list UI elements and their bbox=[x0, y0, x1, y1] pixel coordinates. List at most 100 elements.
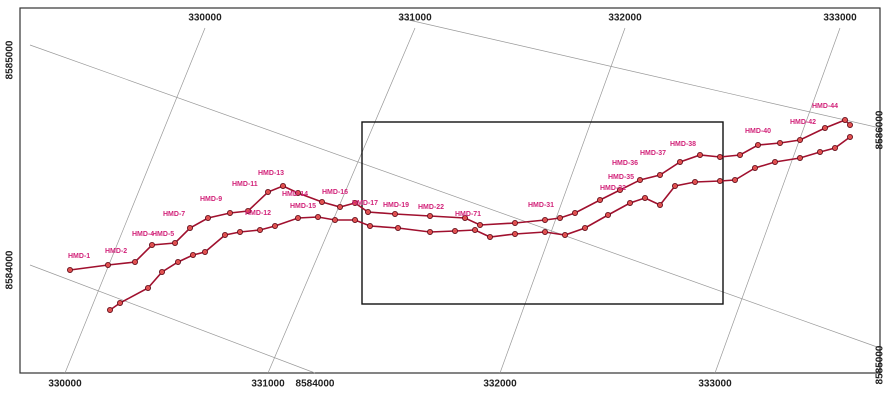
station-point bbox=[512, 230, 519, 237]
station-point bbox=[426, 228, 433, 235]
station-label: HMD-38 bbox=[670, 141, 696, 148]
station-point bbox=[391, 210, 398, 217]
coordinate-label: 332000 bbox=[483, 379, 517, 390]
station-point bbox=[582, 224, 589, 231]
station-point bbox=[221, 231, 228, 238]
station-point bbox=[318, 198, 325, 205]
station-point bbox=[797, 136, 804, 143]
station-point bbox=[476, 221, 483, 228]
station-point bbox=[186, 224, 193, 231]
station-point bbox=[201, 248, 208, 255]
station-point bbox=[144, 284, 151, 291]
station-point bbox=[105, 261, 112, 268]
station-label: HMD-12 bbox=[245, 210, 271, 217]
station-label: HMD-1 bbox=[68, 253, 90, 260]
station-point bbox=[236, 228, 243, 235]
station-label: HMD-19 bbox=[383, 202, 409, 209]
station-point bbox=[562, 231, 569, 238]
station-point bbox=[67, 266, 74, 273]
grid bbox=[29, 17, 881, 374]
station-point bbox=[617, 186, 624, 193]
station-point bbox=[717, 177, 724, 184]
station-label: HMD-17 bbox=[352, 200, 378, 207]
grid-line bbox=[64, 27, 206, 374]
station-point bbox=[486, 233, 493, 240]
station-label: HMD-2 bbox=[105, 248, 127, 255]
station-point bbox=[244, 207, 251, 214]
station-point bbox=[366, 222, 373, 229]
station-point bbox=[226, 209, 233, 216]
station-label: HMD-9 bbox=[200, 196, 222, 203]
station-point bbox=[627, 199, 634, 206]
station-label: HMD-7 bbox=[163, 211, 185, 218]
station-point bbox=[204, 214, 211, 221]
station-point bbox=[832, 144, 839, 151]
station-point bbox=[426, 212, 433, 219]
station-point bbox=[294, 214, 301, 221]
grid-line bbox=[267, 27, 416, 374]
station-point bbox=[314, 213, 321, 220]
station-label: HMD-15 bbox=[290, 203, 316, 210]
coordinate-label: 8585000 bbox=[5, 40, 16, 79]
station-point bbox=[717, 153, 724, 160]
station-point bbox=[542, 216, 549, 223]
station-point bbox=[351, 199, 358, 206]
station-label: HMD-4 bbox=[132, 231, 154, 238]
station-point bbox=[772, 158, 779, 165]
station-label: HMD-22 bbox=[418, 204, 444, 211]
station-point bbox=[752, 164, 759, 171]
station-point bbox=[697, 151, 704, 158]
coordinate-label: 333000 bbox=[823, 13, 857, 24]
coordinate-label: 8585000 bbox=[875, 345, 886, 384]
grid-line bbox=[29, 44, 881, 349]
station-point bbox=[842, 117, 849, 124]
grid-line bbox=[499, 27, 626, 374]
station-point bbox=[158, 268, 165, 275]
station-point bbox=[189, 251, 196, 258]
station-point bbox=[605, 211, 612, 218]
station-label: HMD-35 bbox=[608, 174, 634, 181]
station-label: HMD-13 bbox=[258, 170, 284, 177]
station-label: HMD-44 bbox=[812, 103, 838, 110]
station-label: HMD-16 bbox=[322, 189, 348, 196]
station-point bbox=[461, 214, 468, 221]
station-point bbox=[364, 208, 371, 215]
station-point bbox=[677, 158, 684, 165]
station-point bbox=[847, 133, 854, 140]
study-area bbox=[361, 121, 724, 305]
station-point bbox=[351, 216, 358, 223]
coordinate-label: 8584000 bbox=[5, 250, 16, 289]
station-label: HMD-32 bbox=[600, 185, 626, 192]
coordinate-label: 333000 bbox=[698, 379, 732, 390]
station-point bbox=[264, 188, 271, 195]
station-point bbox=[817, 148, 824, 155]
station-point bbox=[847, 122, 854, 129]
coordinate-label: 331000 bbox=[398, 13, 432, 24]
station-label: HMD-31 bbox=[528, 202, 554, 209]
station-point bbox=[451, 227, 458, 234]
coordinate-label: 331000 bbox=[251, 379, 285, 390]
station-point bbox=[331, 216, 338, 223]
station-point bbox=[174, 258, 181, 265]
station-point bbox=[822, 125, 829, 132]
station-label: HMD-36 bbox=[612, 160, 638, 167]
station-label: HMD-14 bbox=[282, 191, 308, 198]
station-point bbox=[737, 151, 744, 158]
station-point bbox=[637, 176, 644, 183]
coordinate-label: 332000 bbox=[608, 13, 642, 24]
station-point bbox=[672, 182, 679, 189]
coordinate-label: 330000 bbox=[188, 13, 222, 24]
station-point bbox=[797, 154, 804, 161]
station-point bbox=[131, 258, 138, 265]
station-point bbox=[512, 219, 519, 226]
station-label: HMD-11 bbox=[232, 181, 258, 188]
station-point bbox=[542, 228, 549, 235]
station-point bbox=[471, 226, 478, 233]
coordinate-label: 330000 bbox=[48, 379, 82, 390]
station-label: HMD-5 bbox=[152, 231, 174, 238]
station-point bbox=[148, 241, 155, 248]
grid-line bbox=[29, 264, 316, 374]
station-point bbox=[171, 239, 178, 246]
station-point bbox=[572, 209, 579, 216]
